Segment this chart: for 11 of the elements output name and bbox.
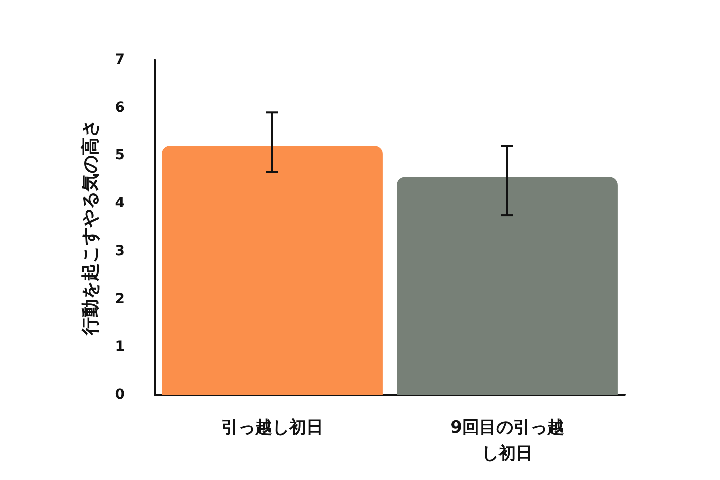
y-tick-label: 3 [115,243,125,260]
x-tick-label: 引っ越し初日 [222,418,324,438]
x-tick-label: 9回目の引っ越し初日 [450,418,564,464]
y-tick-label: 6 [115,100,125,116]
y-tick-label: 2 [115,291,125,308]
y-axis-title: 行動を起こすやる気の高さ [80,120,102,336]
y-tick-label: 4 [115,196,126,212]
y-tick-label: 1 [115,339,125,356]
y-tick-label: 0 [115,387,126,403]
y-tick-label: 7 [115,52,125,68]
y-tick-label: 5 [115,148,125,164]
